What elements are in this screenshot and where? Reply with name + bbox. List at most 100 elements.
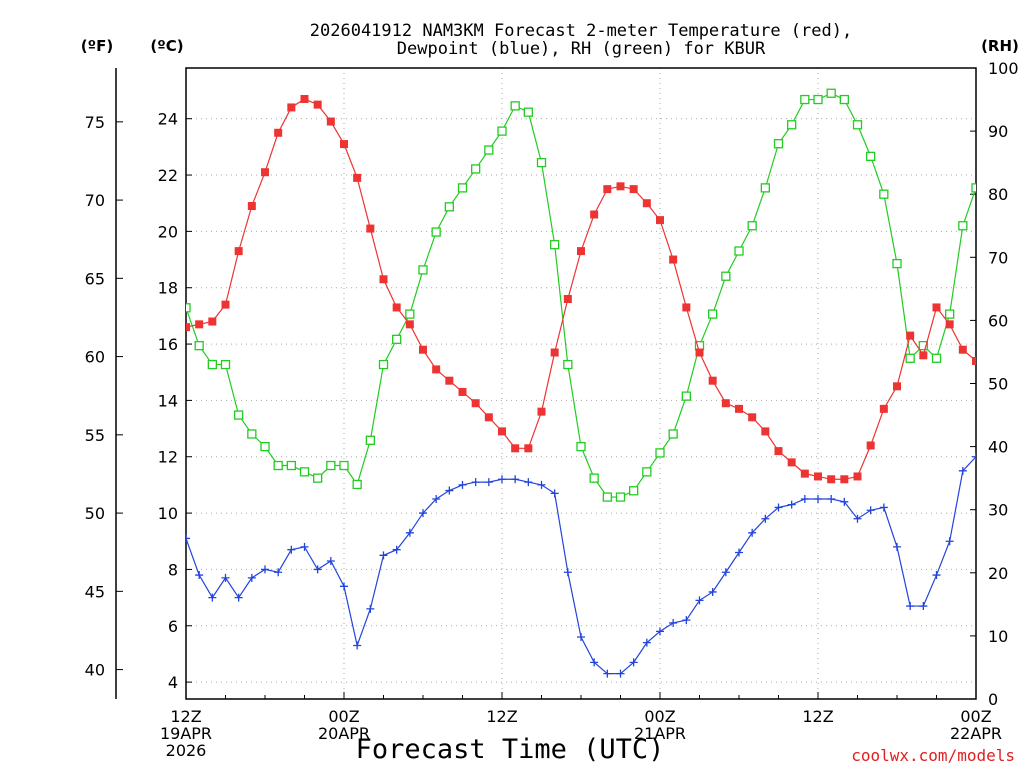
celsius-tick-label: 6 [168,617,178,636]
rh-tick-label: 0 [988,690,998,709]
rh-point [800,94,810,105]
dewpoint-point [669,618,678,627]
rh-point [536,157,547,168]
dewpoint-point [827,494,836,503]
temperature-point [405,320,414,329]
dewpoint-point [656,627,664,636]
temperature-point [458,387,467,396]
rh-point [813,94,823,105]
rh-point [186,303,191,313]
temperature-point [840,475,849,484]
rh-tick-label: 80 [988,185,1008,204]
dewpoint-point [274,568,283,577]
rh-tick-label: 90 [988,122,1008,141]
rh-point [945,309,955,319]
rh-point [405,309,415,319]
dewpoint-point [774,503,783,512]
rh-point [378,359,389,370]
dewpoint-point [590,658,599,667]
rh-point [866,151,876,161]
x-axis-label: Forecast Time (UTC) [356,734,665,765]
celsius-tick-label: 24 [158,110,178,129]
temperature-point [787,458,796,467]
dewpoint-point [919,602,928,611]
dewpoint-point [629,658,638,667]
temperature-point [326,117,335,126]
dewpoint-point [498,475,506,484]
time-tick-label: 12Z [170,707,201,726]
dewpoint-point [313,565,322,574]
dewpoint-point [326,556,335,565]
temperature-point [814,472,822,481]
temperature-point [656,216,664,225]
rh-point [352,479,362,490]
celsius-tick-label: 22 [158,166,178,185]
dewpoint-point [221,573,230,582]
temperature-point [484,413,493,422]
fahrenheit-tick-label: 65 [85,269,105,288]
temperature-point [208,317,217,326]
rh-point [418,265,428,275]
fahrenheit-axis-label: (ºF) [81,37,113,55]
temperature-point [577,247,585,256]
rh-point [576,441,586,452]
dewpoint-point [721,568,730,577]
rh-point [708,309,718,319]
dewpoint-series [186,452,976,678]
dewpoint-point [906,602,915,611]
rh-point [602,492,612,502]
temperature-point [221,300,230,309]
dewpoint-point [577,633,585,642]
temperature-point [748,413,757,422]
rh-point [905,353,915,363]
time-tick-label: 2026 [166,741,207,760]
rh-tick-label: 50 [988,375,1008,394]
dewpoint-point [261,565,269,574]
rh-point [523,107,533,117]
rh-point [971,183,976,193]
dewpoint-point [682,616,691,625]
rh-tick-label: 70 [988,248,1008,267]
dewpoint-point [247,573,256,582]
fahrenheit-tick-label: 45 [85,582,105,601]
dewpoint-point [893,542,901,551]
rh-tick-label: 10 [988,627,1008,646]
temperature-point [879,404,888,413]
temperature-point [682,303,691,312]
dewpoint-point [340,582,348,591]
temperature-point [340,140,348,149]
temperature-point [563,294,572,303]
celsius-tick-label: 16 [158,335,178,354]
temperature-point [379,275,388,284]
temperature-point [642,199,651,208]
rh-point [931,353,942,363]
temperature-series [186,94,976,484]
temperature-point [603,185,612,194]
rh-point [918,340,928,351]
rh-tick-label: 30 [988,501,1008,520]
rh-point [326,460,336,471]
temperature-point [590,210,599,219]
rh-point [194,340,204,351]
rh-point [655,448,665,458]
dewpoint-point [524,478,533,487]
time-tick-label: 00Z [960,707,991,726]
rh-point [260,441,270,452]
temperature-point [629,185,638,194]
temperature-point [827,475,836,484]
dewpoint-point [616,669,625,678]
temperature-point [195,320,204,329]
dewpoint-point [840,497,849,506]
rh-point [510,101,520,111]
fahrenheit-tick-label: 70 [85,191,105,210]
temperature-point [866,441,875,450]
time-tick-label: 00Z [644,707,675,726]
rh-tick-label: 100 [988,59,1019,78]
dewpoint-point [405,528,414,537]
temperature-point [853,472,862,481]
temperature-point [945,320,954,329]
rh-point [497,126,507,136]
dewpoint-point [511,475,520,484]
rh-tick-label: 60 [988,311,1008,330]
rh-point [431,227,441,237]
